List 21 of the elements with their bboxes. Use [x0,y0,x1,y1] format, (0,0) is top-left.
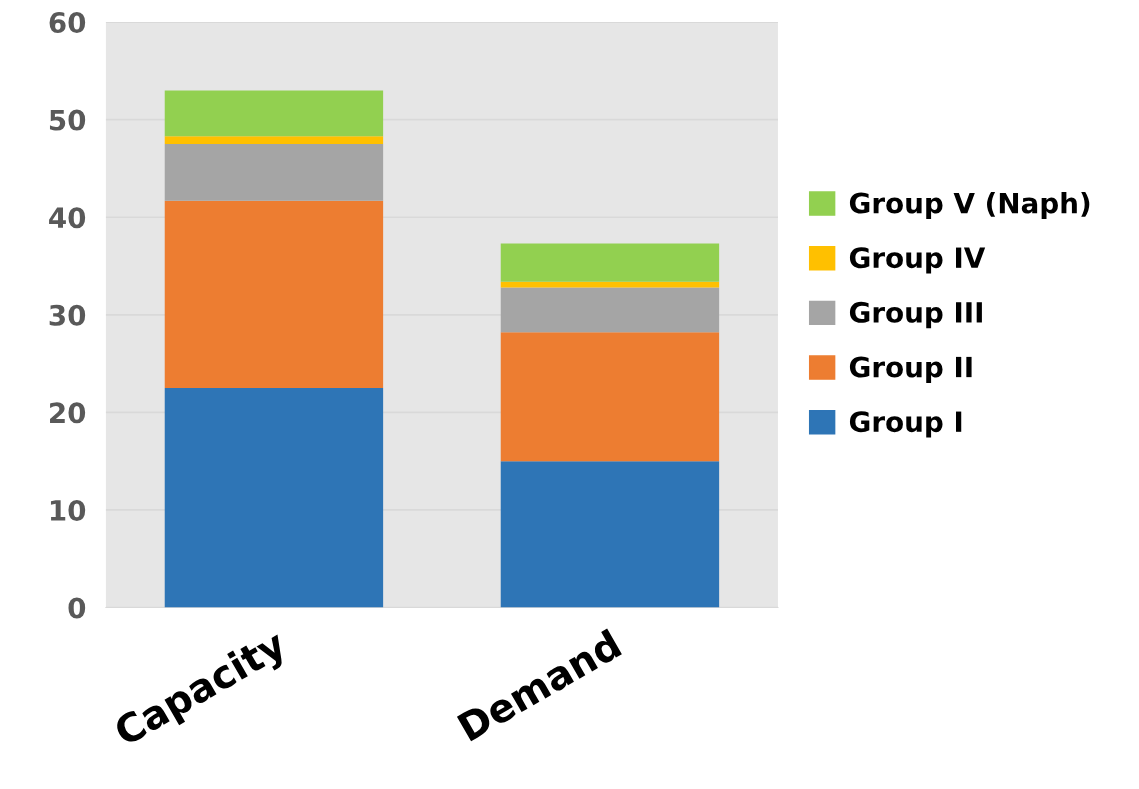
bar [164,200,384,388]
legend-label: Group IV [849,247,986,274]
bar [500,461,720,608]
bar [164,387,384,608]
legend-label: Group I [849,411,962,438]
y-tick-label: 50 [49,109,86,131]
bar [500,332,720,462]
bar [164,90,384,137]
legend-label: Group III [849,301,982,329]
bar [164,136,384,145]
y-tick-label: 40 [49,207,86,229]
legend-label: Group V (Naph) [849,192,1090,219]
y-tick-label: 20 [50,402,86,424]
bar [164,144,384,201]
bar [500,243,720,282]
y-tick-label: 60 [49,12,86,34]
y-tick-label: 30 [49,304,86,326]
bar [500,287,720,333]
y-tick-label: 10 [50,499,86,521]
legend-label: Group II [849,356,972,383]
y-tick-label: 0 [68,597,86,619]
